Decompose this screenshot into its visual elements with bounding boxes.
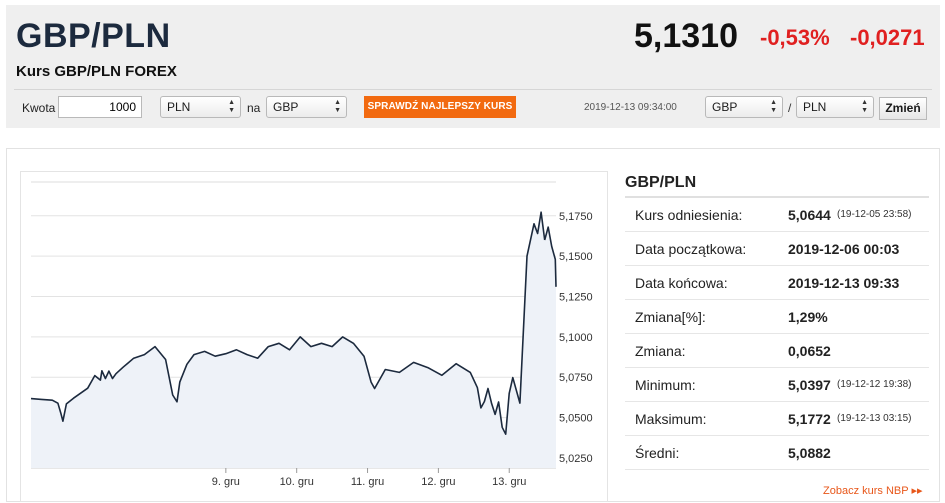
x-tick-label: 11. gru [351,476,384,488]
info-row: Średni: 5,0882 [625,436,929,470]
chart-area-fill [31,212,556,468]
y-tick-label: 5,0500 [559,413,593,425]
pair-quote-value: PLN [803,100,827,114]
info-row: Data początkowa: 2019-12-06 00:03 [625,232,929,266]
info-title: GBP/PLN [625,170,929,198]
price-series-line [30,211,546,435]
select-arrows-icon: ▲ ▼ [228,99,235,114]
x-tick-label: 9. gru [212,476,240,488]
y-tick-label: 5,1750 [559,211,593,223]
info-row-value: 5,0882 [788,445,831,461]
info-row-date: (19-12-05 23:58) [837,209,912,220]
pair-title: GBP/PLN [16,17,171,55]
header-divider [14,89,932,90]
header: GBP/PLN Kurs GBP/PLN FOREX 5,1310 -0,53%… [6,5,940,128]
info-row: Zmiana[%]: 1,29% [625,300,929,334]
quote-timestamp: 2019-12-13 09:34:00 [584,102,677,113]
info-row: Data końcowa: 2019-12-13 09:33 [625,266,929,300]
to-currency-value: GBP [273,100,299,114]
y-tick-label: 5,1500 [559,251,593,263]
info-panel: GBP/PLN Kurs odniesienia: 5,0644 (19-12-05… [625,170,929,470]
info-row-label: Data początkowa: [635,241,747,257]
from-currency-select[interactable]: PLN ▲ ▼ [160,96,241,118]
y-tick-label: 5,0250 [559,453,593,465]
to-currency-select[interactable]: GBP ▲ ▼ [266,96,347,118]
info-row-label: Data końcowa: [635,275,728,291]
to-label: na [247,101,261,115]
pair-quote-select[interactable]: PLN ▲ ▼ [796,96,874,118]
info-row-date: (19-12-12 19:38) [837,379,912,390]
info-row-value: 2019-12-06 00:03 [788,241,900,257]
chart-svg: 5,1750 5,1500 5,1250 5,1000 5,0750 5,0500 5,02… [30,181,593,488]
pair-separator: / [788,101,792,115]
x-tick-label: 10. gru [280,476,314,488]
change-pair-button[interactable]: Zmień [879,97,927,120]
pair-base-select[interactable]: GBP ▲ ▼ [705,96,783,118]
info-row-value: 5,1772 [788,411,831,427]
y-tick-label: 5,0750 [559,372,593,384]
info-row-value: 2019-12-13 09:33 [788,275,900,291]
info-row: Zmiana: 0,0652 [625,334,929,368]
info-row: Kurs odniesienia: 5,0644 (19-12-05 23:58) [625,198,929,232]
info-row-label: Minimum: [635,377,696,393]
info-row-date: (19-12-13 03:15) [837,413,912,424]
from-currency-value: PLN [167,100,191,114]
info-row-value: 1,29% [788,309,828,325]
y-tick-label: 5,1000 [559,332,593,344]
amount-input[interactable] [58,96,142,118]
change-absolute: -0,0271 [850,25,925,50]
page-subtitle: Kurs GBP/PLN FOREX [16,63,177,80]
x-tick-label: 13. gru [492,476,526,488]
info-row-label: Zmiana: [635,343,686,359]
x-tick-label: 12. gru [421,476,455,488]
y-tick-label: 5,1250 [559,291,593,303]
info-row-value: 5,0644 [788,207,831,223]
info-rows: Kurs odniesienia: 5,0644 (19-12-05 23:58) D… [625,198,929,470]
info-row-label: Zmiana[%]: [635,309,706,325]
nbp-rate-link[interactable]: Zobacz kurs NBP ▸▸ [823,485,923,497]
info-row: Maksimum: 5,1772 (19-12-13 03:15) [625,402,929,436]
select-arrows-icon: ▲ ▼ [770,99,777,114]
current-price: 5,1310 [634,17,738,55]
info-row-label: Średni: [635,445,680,461]
info-row-label: Kurs odniesienia: [635,207,743,223]
select-arrows-icon: ▲ ▼ [334,99,341,114]
best-rate-button[interactable]: SPRAWDŹ NAJLEPSZY KURS [364,96,516,118]
change-percent: -0,53% [760,25,830,50]
price-series-line [543,226,557,287]
info-row: Minimum: 5,0397 (19-12-12 19:38) [625,368,929,402]
info-row-value: 5,0397 [788,377,831,393]
info-row-value: 0,0652 [788,343,831,359]
pair-base-value: GBP [712,100,738,114]
info-row-label: Maksimum: [635,411,707,427]
select-arrows-icon: ▲ ▼ [861,99,868,114]
price-chart[interactable]: 5,1750 5,1500 5,1250 5,1000 5,0750 5,0500 5,02… [20,171,608,502]
amount-label: Kwota [22,101,56,115]
